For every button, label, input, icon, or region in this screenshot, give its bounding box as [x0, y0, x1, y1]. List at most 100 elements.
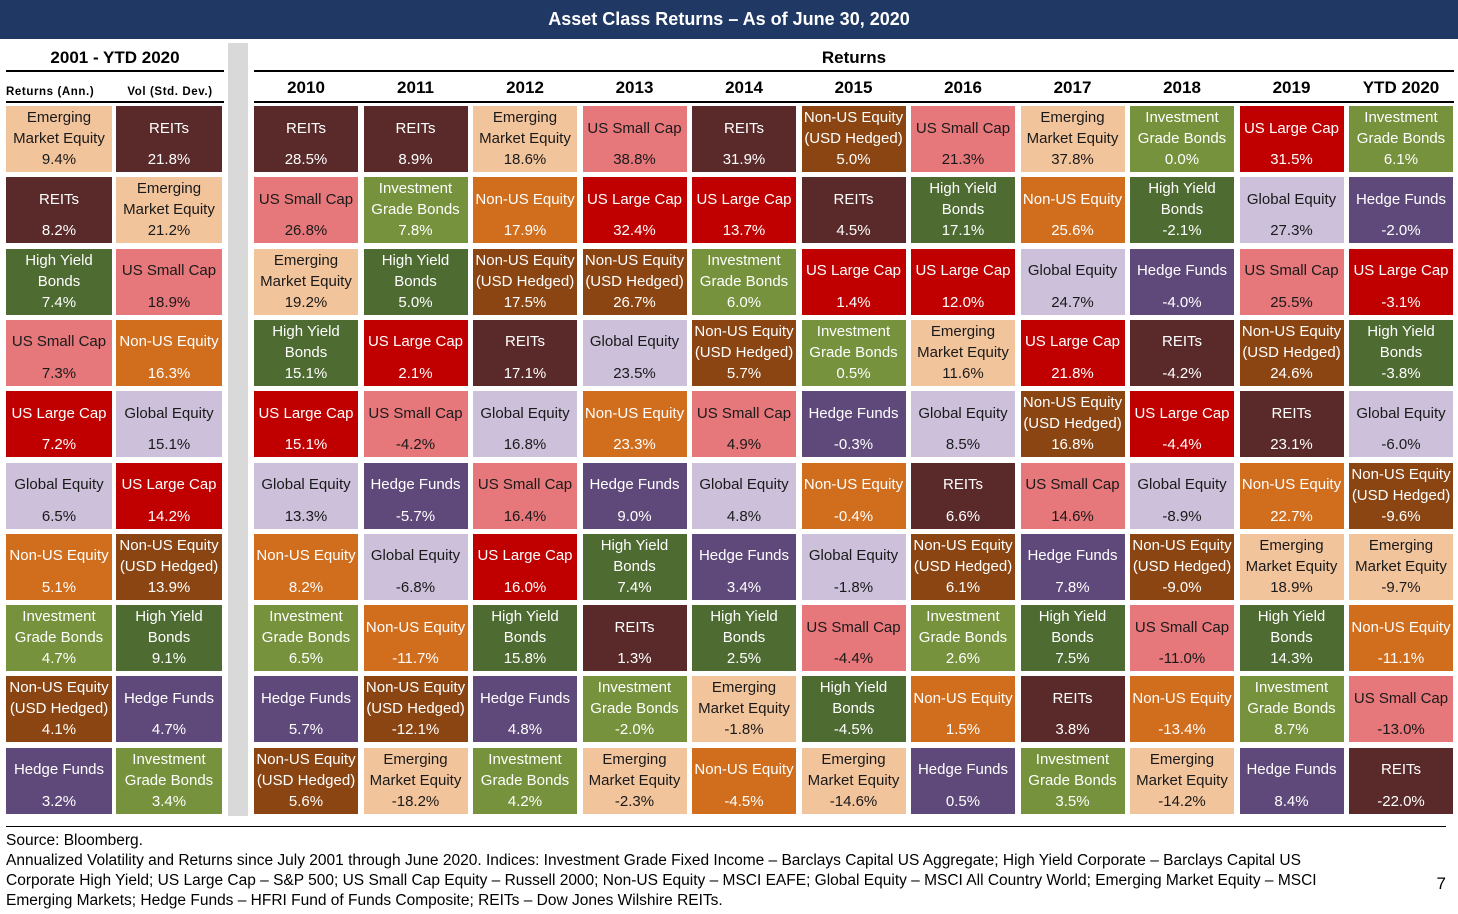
year-header-2013: 2013	[615, 78, 654, 97]
cell-asset-label: Investment Grade Bonds	[1137, 109, 1227, 147]
cell-2018-rank-10: Emerging Market Equity -14.2%	[1130, 747, 1234, 814]
cell-asset-label: Investment Grade Bonds	[590, 679, 679, 718]
cell-value: 26.7%	[613, 293, 656, 311]
cell-2011-rank-8: Non-US Equity -11.7%	[363, 605, 468, 672]
cell-value: 21.2%	[147, 222, 191, 240]
cell-asset-label: High Yield Bonds	[135, 608, 203, 647]
cell-asset-label: High Yield Bonds	[1257, 608, 1326, 647]
cell-value: 7.4%	[41, 293, 77, 311]
cell-asset-label: Non-US Equity	[9, 547, 109, 565]
cell-value: 13.9%	[147, 578, 191, 596]
cell-asset-label: Non-US Equity	[1241, 476, 1342, 493]
cell-2018-rank-1: Investment Grade Bonds 0.0%	[1130, 106, 1234, 172]
cell-value: 17.5%	[503, 293, 547, 311]
cell-2015-rank-2: REITs 4.5%	[801, 177, 906, 244]
cell-asset-label: Emerging Market Equity	[698, 679, 790, 718]
cell-asset-label: REITs	[1271, 404, 1312, 422]
cell-value: 7.2%	[41, 436, 77, 454]
cell-asset-label: Investment Grade Bonds	[699, 251, 789, 290]
cell-2012-rank-4: REITs 17.1%	[473, 319, 577, 386]
cell-value: 5.1%	[41, 578, 77, 596]
cell-asset-label: Investment Grade Bonds	[14, 608, 104, 647]
cell-value: -13.4%	[1158, 721, 1206, 739]
cell-asset-label: Non-US Equity	[1022, 190, 1123, 208]
page-number: 7	[1436, 874, 1446, 893]
cell-2016-rank-4: Emerging Market Equity 11.6%	[911, 319, 1015, 386]
cell-asset-label: Non-US Equity (USD Hedged)	[1241, 322, 1342, 361]
cell-asset-label: US Large Cap	[1024, 333, 1121, 351]
cell-value: 25.6%	[1051, 222, 1094, 240]
cell-asset-label: REITs	[942, 476, 983, 493]
cell-2010-rank-2: US Small Cap 26.8%	[254, 177, 358, 244]
returns-header: Returns	[821, 48, 887, 67]
left-col-header-rule	[6, 101, 224, 103]
cell-value: 6.1%	[945, 578, 981, 596]
cell-2019-rank-5: REITs 23.1%	[1239, 391, 1344, 458]
cell-2013-rank-7: High Yield Bonds 7.4%	[582, 533, 687, 600]
cell-value: 15.1%	[284, 364, 328, 382]
cell-2012-rank-7: US Large Cap 16.0%	[473, 533, 577, 600]
cell-value: 18.9%	[147, 293, 191, 311]
cell-value: 27.3%	[1270, 222, 1313, 240]
cell-value: 32.4%	[613, 222, 656, 240]
cell-2017-rank-6: US Small Cap 14.6%	[1020, 462, 1125, 529]
cell-asset-label: High Yield Bonds	[600, 536, 669, 575]
cell-2012-rank-1: Emerging Market Equity 18.6%	[473, 106, 577, 172]
cell-2016-rank-6: REITs 6.6%	[911, 462, 1015, 529]
cell-2017-rank-10: Investment Grade Bonds 3.5%	[1020, 747, 1125, 814]
footnote-line-2: Corporate High Yield; US Large Cap – S&P…	[6, 872, 1317, 889]
cell-value: 0.0%	[1164, 151, 1200, 168]
cell-2017-rank-3: Global Equity 24.7%	[1020, 248, 1125, 315]
cell-asset-label: Non-US Equity	[475, 190, 575, 208]
cell-asset-label: Non-US Equity (USD Hedged)	[1022, 394, 1123, 433]
cell-ann-return-10: Hedge Funds 3.2%	[6, 747, 112, 814]
cell-asset-label: REITs	[148, 119, 189, 137]
cell-asset-label: Emerging Market Equity	[123, 180, 215, 219]
cell-value: -12.1%	[391, 721, 440, 739]
cell-ytd-2020-rank-7: Emerging Market Equity -9.7%	[1349, 533, 1453, 600]
cell-asset-label: Investment Grade Bonds	[918, 608, 1008, 647]
cell-2015-rank-6: Non-US Equity -0.4%	[801, 462, 906, 529]
cell-value: -13.0%	[1377, 721, 1425, 739]
cell-asset-label: High Yield Bonds	[819, 679, 888, 718]
cell-2016-rank-1: US Small Cap 21.3%	[911, 106, 1015, 172]
cell-value: 2.5%	[726, 650, 762, 668]
cell-asset-label: US Large Cap	[367, 333, 464, 351]
cell-asset-label: High Yield Bonds	[1367, 322, 1435, 361]
year-header-rule	[254, 101, 1454, 103]
cell-asset-label: Global Equity	[1137, 476, 1227, 493]
cell-asset-label: Investment Grade Bonds	[1356, 109, 1446, 147]
panel-divider	[228, 43, 248, 816]
cell-asset-label: US Large Cap	[915, 262, 1011, 280]
cell-value: 6.5%	[41, 507, 77, 525]
cell-ytd-2020-rank-6: Non-US Equity (USD Hedged) -9.6%	[1349, 462, 1453, 529]
cell-value: -11.0%	[1158, 650, 1206, 668]
cell-2017-rank-2: Non-US Equity 25.6%	[1020, 177, 1125, 244]
footer-rule	[6, 826, 1446, 827]
cell-value: -5.7%	[395, 507, 436, 525]
cell-volatility-3: US Small Cap 18.9%	[116, 248, 222, 315]
cell-2014-rank-5: US Small Cap 4.9%	[692, 391, 796, 458]
cell-2018-rank-5: US Large Cap -4.4%	[1130, 391, 1234, 458]
cell-asset-label: High Yield Bonds	[710, 608, 778, 647]
cell-2010-rank-10: Non-US Equity (USD Hedged) 5.6%	[254, 747, 358, 814]
cell-value: 5.7%	[726, 364, 762, 382]
cell-2019-rank-10: Hedge Funds 8.4%	[1239, 747, 1344, 814]
year-header-2019: 2019	[1272, 78, 1311, 97]
cell-asset-label: Non-US Equity	[584, 404, 685, 422]
cell-volatility-6: US Large Cap 14.2%	[116, 462, 222, 529]
cell-asset-label: US Large Cap	[11, 404, 107, 422]
cell-asset-label: US Small Cap	[915, 119, 1011, 137]
cell-asset-label: Emerging Market Equity	[260, 251, 352, 290]
cell-asset-label: US Large Cap	[586, 190, 683, 208]
cell-asset-label: Hedge Funds	[1355, 190, 1447, 208]
cell-2010-rank-6: Global Equity 13.3%	[254, 462, 358, 529]
cell-2011-rank-3: High Yield Bonds 5.0%	[363, 248, 468, 315]
cell-value: 8.9%	[398, 151, 433, 168]
cell-asset-label: High Yield Bonds	[381, 251, 450, 290]
cell-2014-rank-1: REITs 31.9%	[692, 106, 796, 172]
cell-value: 7.5%	[1055, 650, 1090, 668]
cell-ann-return-5: US Large Cap 7.2%	[6, 391, 112, 458]
cell-asset-label: Global Equity	[699, 476, 789, 493]
cell-asset-label: US Small Cap	[477, 476, 573, 493]
